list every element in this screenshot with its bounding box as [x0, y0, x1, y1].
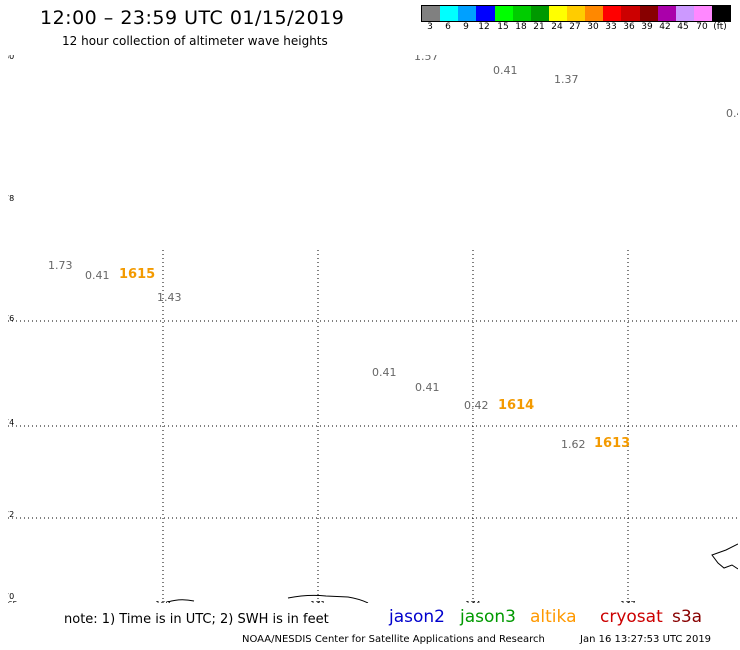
lon-label: 174 — [465, 600, 480, 603]
swh-value: 1.43 — [157, 291, 182, 304]
swh-value: 1.37 — [554, 73, 579, 86]
legend-swatch — [567, 6, 586, 21]
legend-label: 36 — [623, 22, 635, 32]
lat-label: 78 — [8, 194, 15, 203]
map-graticule — [8, 250, 738, 603]
swh-value: 0.41 — [415, 381, 440, 394]
legend-label: 42 — [659, 22, 671, 32]
legend-swatch — [458, 6, 477, 21]
legend-label: 70 — [696, 22, 708, 32]
credit-line: NOAA/NESDIS Center for Satellite Applica… — [242, 634, 545, 645]
legend-swatch — [675, 6, 694, 21]
lon-label: 165 — [8, 600, 18, 603]
pass-time-label: 1615 — [119, 267, 156, 282]
legend-swatch — [494, 6, 513, 21]
page-subtitle: 12 hour collection of altimeter wave hei… — [62, 34, 328, 48]
swh-value: 1.73 — [48, 259, 73, 272]
legend-label: 39 — [641, 22, 653, 32]
lat-label: 70 — [8, 592, 15, 601]
swh-value: 0.4 — [726, 107, 738, 120]
legend-label: 3 — [427, 22, 433, 32]
swh-value: 0.41 — [372, 366, 397, 379]
legend-labels: 3 6 9 12 15 18 21 24 27 30 33 36 39 42 4… — [421, 22, 731, 34]
generated-timestamp: Jan 16 13:27:53 UTC 2019 — [580, 634, 712, 645]
pass-time-label: 1614 — [498, 398, 535, 413]
swh-value: 0.41 — [85, 269, 110, 282]
map-area: 80 78 76 74 72 70 165 168 171 174 177 1.… — [8, 55, 738, 603]
satellite-altika: altika — [530, 607, 577, 627]
legend-swatch — [476, 6, 495, 21]
pass-time-label: 1613 — [594, 436, 631, 451]
legend-swatch — [530, 6, 549, 21]
lat-label: 80 — [8, 55, 15, 61]
legend-label: 21 — [533, 22, 545, 32]
swh-value: 1.62 — [561, 438, 586, 451]
legend-swatch — [422, 6, 441, 21]
legend-label: 27 — [569, 22, 581, 32]
legend-label: 6 — [445, 22, 451, 32]
legend-label: 30 — [587, 22, 599, 32]
color-legend — [421, 5, 731, 22]
satellite-jason3: jason3 — [460, 607, 516, 627]
legend-label: (ft) — [713, 22, 727, 32]
satellite-cryosat: cryosat — [600, 607, 663, 627]
legend-label: 45 — [677, 22, 689, 32]
satellite-s3a: s3a — [672, 607, 703, 627]
swh-value: 0.41 — [493, 64, 518, 77]
coastline — [711, 543, 738, 570]
legend-swatch — [603, 6, 622, 21]
legend-swatch — [548, 6, 567, 21]
legend-label: 33 — [605, 22, 617, 32]
legend-swatch — [693, 6, 712, 21]
legend-swatch — [585, 6, 604, 21]
legend-swatch — [657, 6, 676, 21]
legend-swatch — [621, 6, 640, 21]
swh-value: 1.57 — [414, 55, 439, 63]
page-title: 12:00 – 23:59 UTC 01/15/2019 — [40, 7, 345, 29]
lon-label: 171 — [310, 600, 325, 603]
legend-swatch — [440, 6, 459, 21]
lon-label: 168 — [155, 600, 170, 603]
coastline — [167, 599, 195, 603]
legend-label: 18 — [515, 22, 527, 32]
legend-label: 24 — [551, 22, 563, 32]
lat-label: 72 — [8, 510, 15, 519]
legend-swatch — [712, 6, 731, 21]
satellite-jason2: jason2 — [389, 607, 445, 627]
swh-value: 0.42 — [464, 399, 489, 412]
legend-swatch — [512, 6, 531, 21]
lat-label: 76 — [8, 314, 15, 323]
legend-swatch — [639, 6, 658, 21]
lon-label: 177 — [620, 600, 635, 603]
legend-label: 12 — [478, 22, 490, 32]
coastline — [287, 594, 369, 603]
legend-label: 9 — [463, 22, 469, 32]
legend-label: 15 — [497, 22, 509, 32]
footer-note: note: 1) Time is in UTC; 2) SWH is in fe… — [64, 612, 329, 627]
lat-label: 74 — [8, 418, 15, 427]
